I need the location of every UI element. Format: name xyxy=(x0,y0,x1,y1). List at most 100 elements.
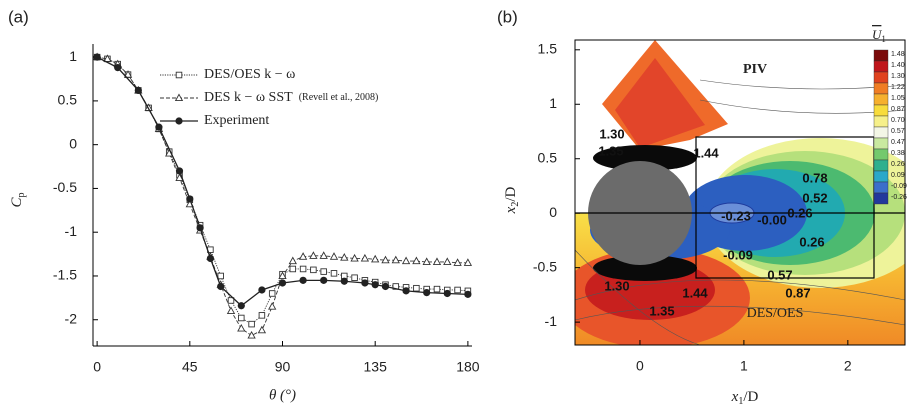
panel-label: (b) xyxy=(497,7,518,26)
x-axis-label: θ (°) xyxy=(269,387,296,403)
marker xyxy=(217,282,225,291)
x-tick-label: 90 xyxy=(275,359,291,375)
marker xyxy=(237,302,245,310)
colorbar-swatch xyxy=(873,115,889,128)
marker xyxy=(319,251,328,259)
contour-label: 0.26 xyxy=(799,234,824,249)
marker xyxy=(217,272,224,280)
colorbar-label: 0.57 xyxy=(891,128,905,135)
marker xyxy=(350,253,359,262)
marker xyxy=(226,306,236,315)
marker xyxy=(433,285,441,293)
colorbar-swatch xyxy=(873,60,889,73)
contour-label: -0.23 xyxy=(721,208,751,223)
contour-label: 1.30 xyxy=(599,126,624,141)
marker xyxy=(144,103,153,111)
marker xyxy=(454,286,461,294)
marker xyxy=(268,290,276,297)
y-axis-label-rest: /D xyxy=(503,186,519,201)
contour-label: 1.30 xyxy=(604,278,629,293)
marker xyxy=(463,258,473,266)
legend-entry: DES/OES k − ω xyxy=(204,67,295,82)
colorbar-swatch xyxy=(873,104,889,117)
marker xyxy=(206,254,215,263)
legend-marker xyxy=(174,93,184,102)
legend-name: Experiment xyxy=(204,113,269,128)
marker xyxy=(423,289,431,297)
y-tick-label: 0 xyxy=(549,204,557,220)
marker xyxy=(422,257,431,266)
colorbar-title: U1 xyxy=(872,27,886,44)
marker xyxy=(196,224,204,232)
colorbar-label: 1.40 xyxy=(891,62,905,69)
contour-label: 0.57 xyxy=(767,267,792,282)
marker xyxy=(329,252,339,260)
marker xyxy=(391,255,400,264)
contour-label: -0.09 xyxy=(723,247,753,262)
colorbar-label: 0.26 xyxy=(891,161,905,168)
marker xyxy=(330,270,338,277)
marker xyxy=(443,257,452,266)
x-axis-label: x1/D xyxy=(731,389,759,407)
marker xyxy=(381,282,390,291)
marker xyxy=(299,265,307,273)
plot-frame xyxy=(574,39,906,346)
marker xyxy=(114,64,122,72)
x-tick-label: 1 xyxy=(740,358,748,374)
contour-label: 1.35 xyxy=(598,143,623,158)
marker xyxy=(238,314,245,322)
colorbar-swatch xyxy=(873,126,889,139)
colorbar-swatch xyxy=(873,82,889,95)
colorbar-label: 0.70 xyxy=(891,117,905,124)
marker xyxy=(227,297,235,304)
x-axis-label-rest: /D xyxy=(743,389,758,405)
marker xyxy=(320,276,328,284)
panel-label: (a) xyxy=(8,7,29,26)
colorbar-swatch xyxy=(873,71,889,84)
marker xyxy=(134,86,142,94)
marker xyxy=(278,279,287,287)
marker xyxy=(248,320,255,328)
marker xyxy=(237,323,246,332)
marker xyxy=(103,54,112,62)
x-tick-label: 0 xyxy=(93,359,101,375)
y-tick-label: 0.5 xyxy=(58,92,78,108)
colorbar-label: 1.30 xyxy=(891,73,905,80)
y-tick-label: 0 xyxy=(69,135,77,151)
y-tick-label: 1.5 xyxy=(538,41,558,57)
colorbar-label: 1.48 xyxy=(891,51,905,58)
marker xyxy=(298,252,308,260)
marker xyxy=(175,167,184,175)
marker xyxy=(381,255,390,264)
marker xyxy=(123,70,133,78)
colorbar-label: 0.38 xyxy=(891,150,905,157)
y-tick-label: -1 xyxy=(65,223,78,239)
colorbar-swatch xyxy=(873,49,889,62)
legend-entry: Experiment xyxy=(204,113,269,128)
x-axis-label-sub: 1 xyxy=(738,396,743,407)
series-line xyxy=(96,56,468,307)
contour-label: 1.44 xyxy=(693,145,719,160)
marker xyxy=(412,256,421,265)
colorbar-label: 1.05 xyxy=(891,95,905,102)
y-tick-label: -2 xyxy=(65,310,78,326)
colorbar-swatch xyxy=(873,148,889,161)
marker xyxy=(320,268,327,275)
colorbar-label: 0.09 xyxy=(891,172,905,179)
legend-name: DES/OES k − ω xyxy=(204,67,295,82)
marker xyxy=(310,266,317,274)
contour-field xyxy=(575,40,905,345)
contour-label: 1.35 xyxy=(649,303,674,318)
y-tick-label: -1.5 xyxy=(53,267,77,283)
y-axis-label-sub: 2 xyxy=(510,202,521,207)
colorbar-label: 0.47 xyxy=(891,139,905,146)
marker xyxy=(278,271,287,280)
colorbar-label: -0.26 xyxy=(891,194,907,201)
contour-label: 1.44 xyxy=(682,285,708,300)
series xyxy=(93,53,472,310)
marker xyxy=(464,290,472,298)
x-tick-label: 2 xyxy=(844,358,852,374)
legend-marker xyxy=(175,117,183,125)
contour-label: 0.87 xyxy=(785,285,810,300)
